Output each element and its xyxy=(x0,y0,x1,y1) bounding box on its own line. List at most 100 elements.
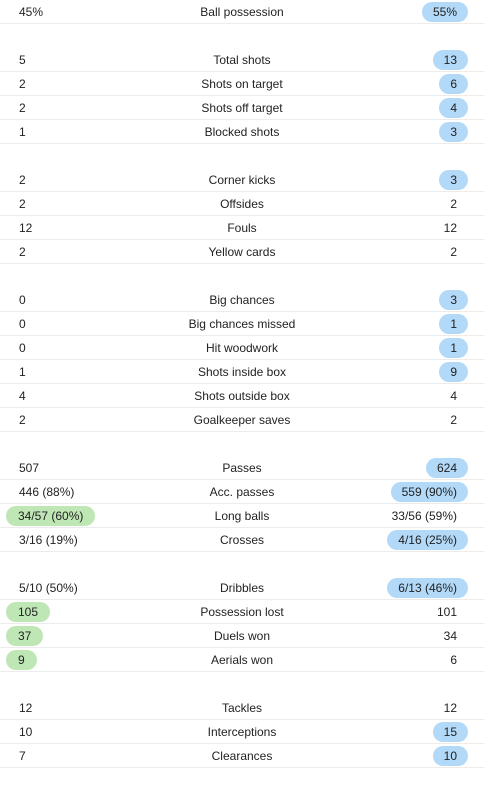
home-value: 105 xyxy=(6,601,51,622)
home-value: 45% xyxy=(19,4,44,19)
away-value: 6/13 (46%) xyxy=(387,577,468,598)
away-value: 4 xyxy=(439,97,468,118)
stat-row: 45% Ball possession 55% xyxy=(0,0,484,24)
stat-label: Shots on target xyxy=(201,76,283,91)
home-value: 2 xyxy=(19,100,26,115)
home-value: 507 xyxy=(19,460,40,475)
stat-row: 1 Shots inside box 9 xyxy=(0,360,484,384)
stat-row: 9 Aerials won 6 xyxy=(0,648,484,672)
stat-row: 507 Passes 624 xyxy=(0,456,484,480)
stat-row: 12 Fouls 12 xyxy=(0,216,484,240)
home-value: 12 xyxy=(19,700,33,715)
away-value: 6 xyxy=(450,652,457,667)
home-value: 1 xyxy=(19,364,26,379)
stat-row: 2 Offsides 2 xyxy=(0,192,484,216)
home-value: 0 xyxy=(19,316,26,331)
away-value: 12 xyxy=(443,220,457,235)
away-value: 33/56 (59%) xyxy=(391,508,457,523)
stat-row: 1 Blocked shots 3 xyxy=(0,120,484,144)
stat-label: Corner kicks xyxy=(208,172,276,187)
away-value: 12 xyxy=(443,700,457,715)
home-value: 2 xyxy=(19,196,26,211)
away-value: 55% xyxy=(421,1,468,22)
away-value: 10 xyxy=(432,745,468,766)
stat-label: Fouls xyxy=(227,220,257,235)
home-value: 3/16 (19%) xyxy=(19,532,78,547)
stat-label: Hit woodwork xyxy=(205,340,279,355)
stat-row: 2 Yellow cards 2 xyxy=(0,240,484,264)
stat-row: 0 Hit woodwork 1 xyxy=(0,336,484,360)
stat-row: 5/10 (50%) Dribbles 6/13 (46%) xyxy=(0,576,484,600)
away-value: 1 xyxy=(439,337,468,358)
stat-label: Interceptions xyxy=(207,724,277,739)
stat-group: 12 Tackles 12 10 Interceptions 15 7 Clearances 1… xyxy=(0,696,484,792)
home-value: 7 xyxy=(19,748,26,763)
stat-row: 2 Corner kicks 3 xyxy=(0,168,484,192)
stat-row: 4 Shots outside box 4 xyxy=(0,384,484,408)
stat-label: Big chances missed xyxy=(188,316,296,331)
stat-label: Big chances xyxy=(209,292,275,307)
stat-row: 0 Big chances 3 xyxy=(0,288,484,312)
home-value: 4 xyxy=(19,388,26,403)
stat-label: Shots inside box xyxy=(197,364,287,379)
away-value: 624 xyxy=(425,457,468,478)
away-value: 3 xyxy=(439,169,468,190)
stat-row: 10 Interceptions 15 xyxy=(0,720,484,744)
stat-row: 105 Possession lost 101 xyxy=(0,600,484,624)
away-value: 1 xyxy=(439,313,468,334)
stat-label: Goalkeeper saves xyxy=(193,412,291,427)
home-value: 9 xyxy=(6,649,37,670)
away-value: 13 xyxy=(432,49,468,70)
away-value: 4 xyxy=(450,388,457,403)
stat-row: 446 (88%) Acc. passes 559 (90%) xyxy=(0,480,484,504)
stat-row: 2 Goalkeeper saves 2 xyxy=(0,408,484,432)
stat-label: Offsides xyxy=(220,196,264,211)
away-value: 559 (90%) xyxy=(390,481,468,502)
home-value: 446 (88%) xyxy=(19,484,75,499)
stat-label: Tackles xyxy=(221,700,262,715)
home-value: 12 xyxy=(19,220,33,235)
stat-label: Yellow cards xyxy=(208,244,276,259)
away-value: 2 xyxy=(450,412,457,427)
stat-row: 2 Shots off target 4 xyxy=(0,96,484,120)
home-value: 2 xyxy=(19,76,26,91)
stat-label: Total shots xyxy=(213,52,271,67)
stat-group: 0 Big chances 3 0 Big chances missed 1 0 Hit wo… xyxy=(0,288,484,456)
stat-row: 37 Duels won 34 xyxy=(0,624,484,648)
home-value: 37 xyxy=(6,625,44,646)
stat-group: 2 Corner kicks 3 2 Offsides 2 12 Fouls 12 2 Yellow… xyxy=(0,168,484,288)
stat-label: Clearances xyxy=(211,748,273,763)
stat-group: 45% Ball possession 55% xyxy=(0,0,484,48)
stat-row: 3/16 (19%) Crosses 4/16 (25%) xyxy=(0,528,484,552)
stat-label: Shots outside box xyxy=(194,388,290,403)
stat-label: Duels won xyxy=(213,628,271,643)
home-value: 0 xyxy=(19,292,26,307)
away-value: 3 xyxy=(439,121,468,142)
home-value: 2 xyxy=(19,244,26,259)
stat-row: 0 Big chances missed 1 xyxy=(0,312,484,336)
stat-label: Aerials won xyxy=(210,652,274,667)
stat-group: 5 Total shots 13 2 Shots on target 6 2 Shots of… xyxy=(0,48,484,168)
away-value: 4/16 (25%) xyxy=(387,529,468,550)
stat-row: 5 Total shots 13 xyxy=(0,48,484,72)
away-value: 34 xyxy=(443,628,457,643)
home-value: 2 xyxy=(19,172,26,187)
away-value: 15 xyxy=(432,721,468,742)
away-value: 6 xyxy=(439,73,468,94)
stat-group: 507 Passes 624 446 (88%) Acc. passes 559 (90%… xyxy=(0,456,484,576)
home-value: 0 xyxy=(19,340,26,355)
stat-row: 2 Shots on target 6 xyxy=(0,72,484,96)
away-value: 9 xyxy=(439,361,468,382)
stat-row: 12 Tackles 12 xyxy=(0,696,484,720)
home-value: 5/10 (50%) xyxy=(19,580,78,595)
away-value: 101 xyxy=(436,604,457,619)
stat-label: Ball possession xyxy=(200,4,284,19)
home-value: 1 xyxy=(19,124,26,139)
stat-label: Shots off target xyxy=(201,100,283,115)
away-value: 2 xyxy=(450,196,457,211)
stat-label: Possession lost xyxy=(200,604,284,619)
home-value: 2 xyxy=(19,412,26,427)
stat-label: Passes xyxy=(222,460,262,475)
away-value: 3 xyxy=(439,289,468,310)
